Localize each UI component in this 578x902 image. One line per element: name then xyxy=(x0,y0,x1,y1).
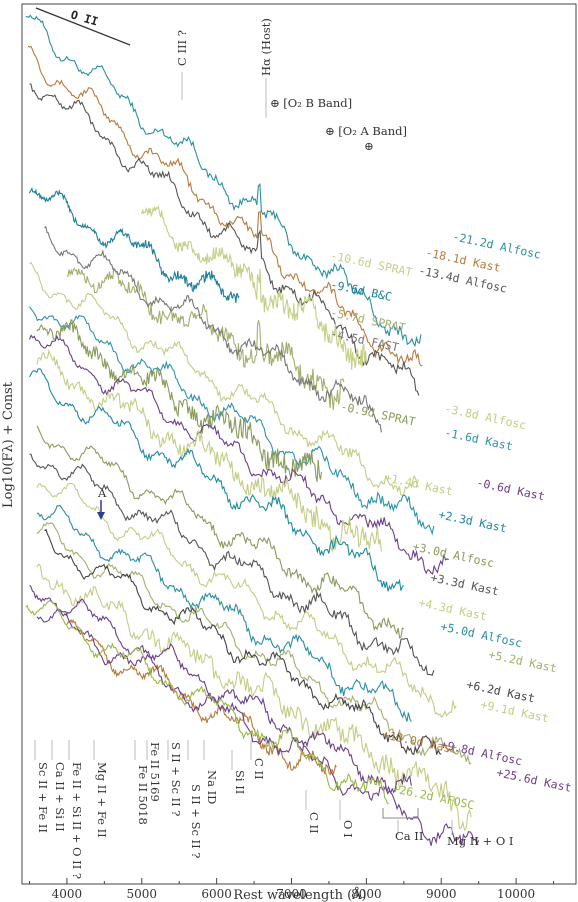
ion-label-o2a: ⊕ [O₂ A Band] xyxy=(325,124,407,138)
ion-label-bottom: Fe II 5018 xyxy=(136,765,150,825)
ion-label-bottom: S II + Sc II ? xyxy=(169,742,183,816)
series-label: +5.0d Alfosc xyxy=(439,619,523,650)
series-line xyxy=(29,306,435,536)
ion-label-bottom: Mg II + Fe II xyxy=(95,762,109,838)
series-line xyxy=(28,334,449,575)
x-tick-label: 4000 xyxy=(52,887,83,901)
ion-label-bottom: Fe II 5169 xyxy=(148,742,162,802)
series-line xyxy=(36,482,457,719)
marker-a-label: A xyxy=(97,486,107,500)
series-label: +1.4d Kast xyxy=(383,470,454,498)
series-line xyxy=(141,204,367,370)
series-line xyxy=(36,504,412,722)
series-layer: -21.2d Alfosc-18.1d Kast-13.4d Alfosc-10… xyxy=(25,14,573,846)
series-label: -0.6d Kast xyxy=(475,475,546,503)
series-label: +9.1d Kast xyxy=(479,697,550,725)
ion-label-ciii: C III ? xyxy=(175,30,189,66)
annotation-layer: O II C III ? Hα (Host) ⊕ [O₂ B Band] ⊕ [O₂ A… xyxy=(34,7,513,879)
x-tick-label: 9000 xyxy=(426,887,457,901)
series-label: +25.6d Kast xyxy=(495,765,572,795)
series-line xyxy=(36,319,323,483)
series-line xyxy=(28,187,240,303)
series-line xyxy=(29,83,420,396)
ion-label-halpha: Hα (Host) xyxy=(259,18,273,76)
ca-ii-bracket xyxy=(382,808,419,819)
series-label: +4.3d Kast xyxy=(417,595,488,623)
x-tick-label: 7000 xyxy=(276,887,307,901)
ion-label-bottom: Fe II + Si II + O II ? xyxy=(70,762,84,879)
oii-label: O II xyxy=(69,7,99,28)
series-line xyxy=(36,522,472,765)
ion-label-bottom: Ca II + Si II xyxy=(53,762,67,832)
series-line xyxy=(36,425,404,639)
series-line xyxy=(36,349,382,554)
series-label: +5.2d Kast xyxy=(487,647,558,675)
series-line xyxy=(44,225,382,433)
ion-label-bottom: Si II xyxy=(233,770,247,794)
x-tick-label: 5000 xyxy=(127,887,158,901)
series-label: -0.9d SPRAT xyxy=(339,399,416,429)
ion-label-bottom: Na ID xyxy=(205,770,219,804)
series-label: +2.3d Kast xyxy=(437,507,508,535)
earth-icon: ⊕ xyxy=(364,139,374,153)
ion-label-bottom: C II xyxy=(252,758,266,780)
x-tick-label: 8000 xyxy=(351,887,382,901)
series-line xyxy=(29,261,419,496)
ion-label-bottom: Sc II + Fe II xyxy=(36,762,50,833)
marker-a-arrowhead xyxy=(97,512,105,520)
ion-label-o2b: ⊕ [O₂ B Band] xyxy=(270,96,352,110)
series-line xyxy=(36,563,472,832)
y-axis-title: Log10(Fλ) + Const xyxy=(1,381,16,508)
series-label: -9.6d B&C xyxy=(329,277,393,304)
series-line xyxy=(66,267,345,410)
series-line xyxy=(66,618,337,776)
series-label: -1.6d Kast xyxy=(443,425,514,453)
ion-label-bottom: Mg II + O I xyxy=(447,834,513,848)
x-axis-title: Rest wavelength (Å) xyxy=(233,887,366,902)
series-line xyxy=(29,368,405,592)
series-line xyxy=(36,608,480,846)
x-tick-label: 6000 xyxy=(201,887,232,901)
oii-bar xyxy=(35,7,131,46)
series-line xyxy=(29,453,435,677)
series-label: -10.6d SPRAT xyxy=(329,248,413,279)
plot-frame xyxy=(21,3,577,885)
ion-label-bottom: Ca II xyxy=(395,829,423,843)
x-tick-label: 10000 xyxy=(497,887,535,901)
series-line xyxy=(44,528,442,756)
series-line xyxy=(25,14,422,348)
ion-label-bottom: C II xyxy=(307,812,321,834)
series-line xyxy=(29,584,412,795)
series-line xyxy=(27,45,423,367)
series-label: +3.3d Kast xyxy=(429,570,500,598)
axes-layer: 4000 5000 6000 7000 8000 9000 10000 Rest wavele… xyxy=(1,3,577,902)
ion-label-bottom: S II + Sc II ? xyxy=(189,784,203,858)
ion-label-bottom: O I xyxy=(341,820,355,838)
series-line xyxy=(25,600,389,805)
